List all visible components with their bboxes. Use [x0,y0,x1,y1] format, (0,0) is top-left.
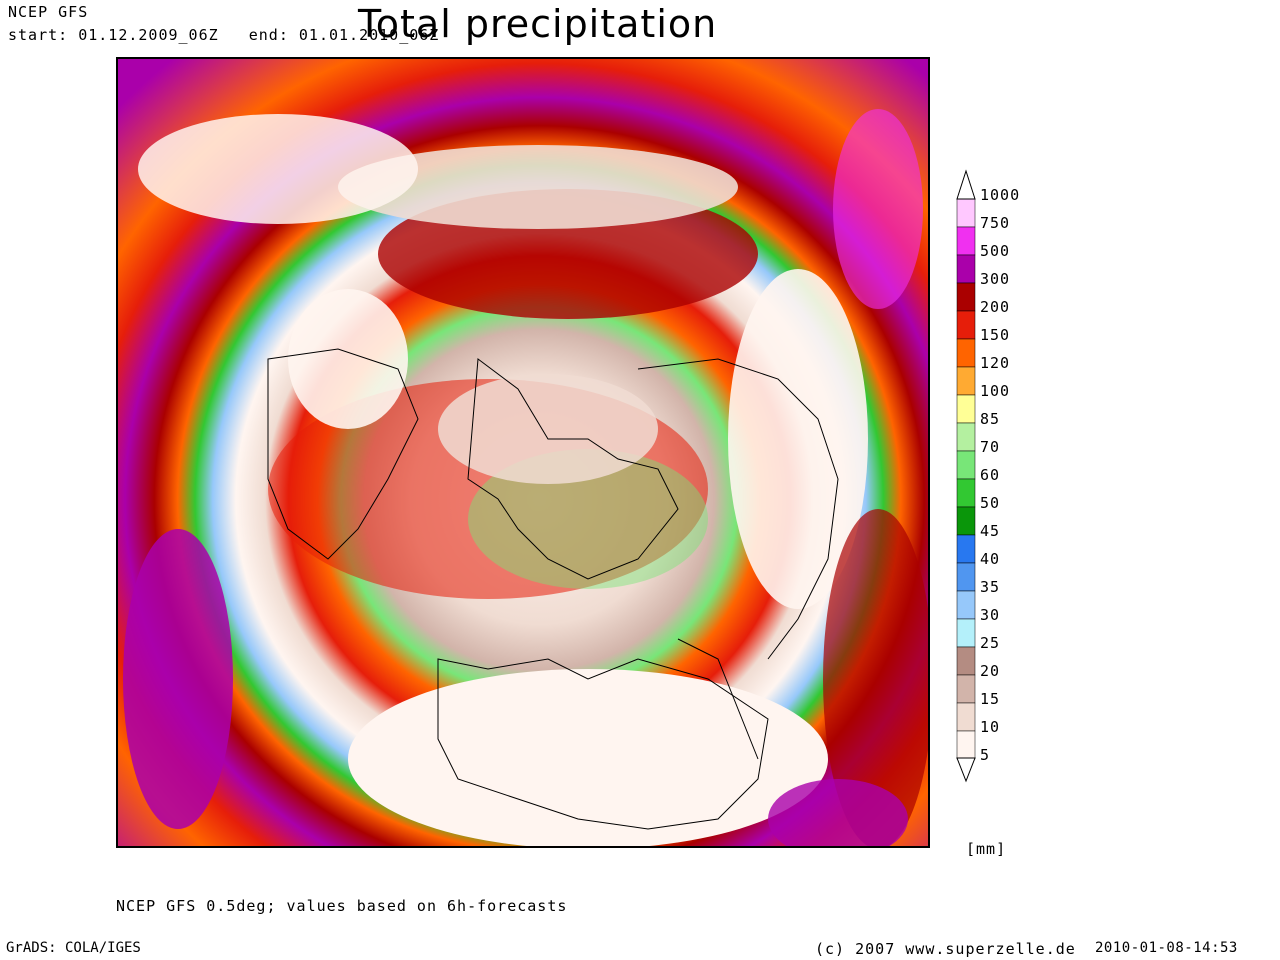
legend-label: 45 [980,522,1001,540]
legend-label: 5 [980,746,991,764]
legend-label: 85 [980,410,1001,428]
legend-bottom-arrow [956,757,976,783]
legend-label: 500 [980,242,1011,260]
legend-label: 30 [980,606,1001,624]
legend-swatch [956,394,976,424]
legend-swatch [956,198,976,228]
software-credit: GrADS: COLA/IGES [6,940,141,956]
legend-swatch [956,674,976,704]
legend-label: 200 [980,298,1011,316]
legend-label: 70 [980,438,1001,456]
legend-swatch [956,310,976,340]
model-label: NCEP GFS [8,3,89,21]
legend-swatch [956,590,976,620]
legend-swatch [956,282,976,312]
legend-swatch [956,534,976,564]
legend-label: 120 [980,354,1011,372]
legend-label: 15 [980,690,1001,708]
precipitation-field [118,59,928,846]
legend-swatch [956,506,976,536]
legend-swatch [956,618,976,648]
legend-swatch [956,478,976,508]
legend-label: 100 [980,382,1011,400]
legend-swatch [956,338,976,368]
legend-label: 750 [980,214,1011,232]
legend-label: 10 [980,718,1001,736]
legend-unit: [mm] [966,840,1007,858]
legend-label: 40 [980,550,1001,568]
legend-label: 35 [980,578,1001,596]
legend-swatch [956,422,976,452]
legend-label: 150 [980,326,1011,344]
legend-swatch [956,450,976,480]
legend-label: 300 [980,270,1011,288]
legend-label: 25 [980,634,1001,652]
footer-note: NCEP GFS 0.5deg; values based on 6h-fore… [116,897,568,915]
legend-swatch [956,226,976,256]
legend-label: 60 [980,466,1001,484]
legend-label: 1000 [980,186,1021,204]
timestamp: 2010-01-08-14:53 [1095,940,1238,956]
legend-label: 20 [980,662,1001,680]
legend-swatch [956,702,976,732]
legend-label: 50 [980,494,1001,512]
copyright-credit: (c) 2007 www.superzelle.de [815,940,1076,958]
map-title: Total precipitation [358,2,718,46]
legend-swatch [956,730,976,760]
legend-top-arrow [956,169,976,200]
period-label: start: 01.12.2009_06Z end: 01.01.2010_06… [8,26,440,44]
legend-swatch [956,254,976,284]
legend-swatch [956,562,976,592]
legend-swatch [956,646,976,676]
precipitation-map [116,57,930,848]
legend-swatch [956,366,976,396]
